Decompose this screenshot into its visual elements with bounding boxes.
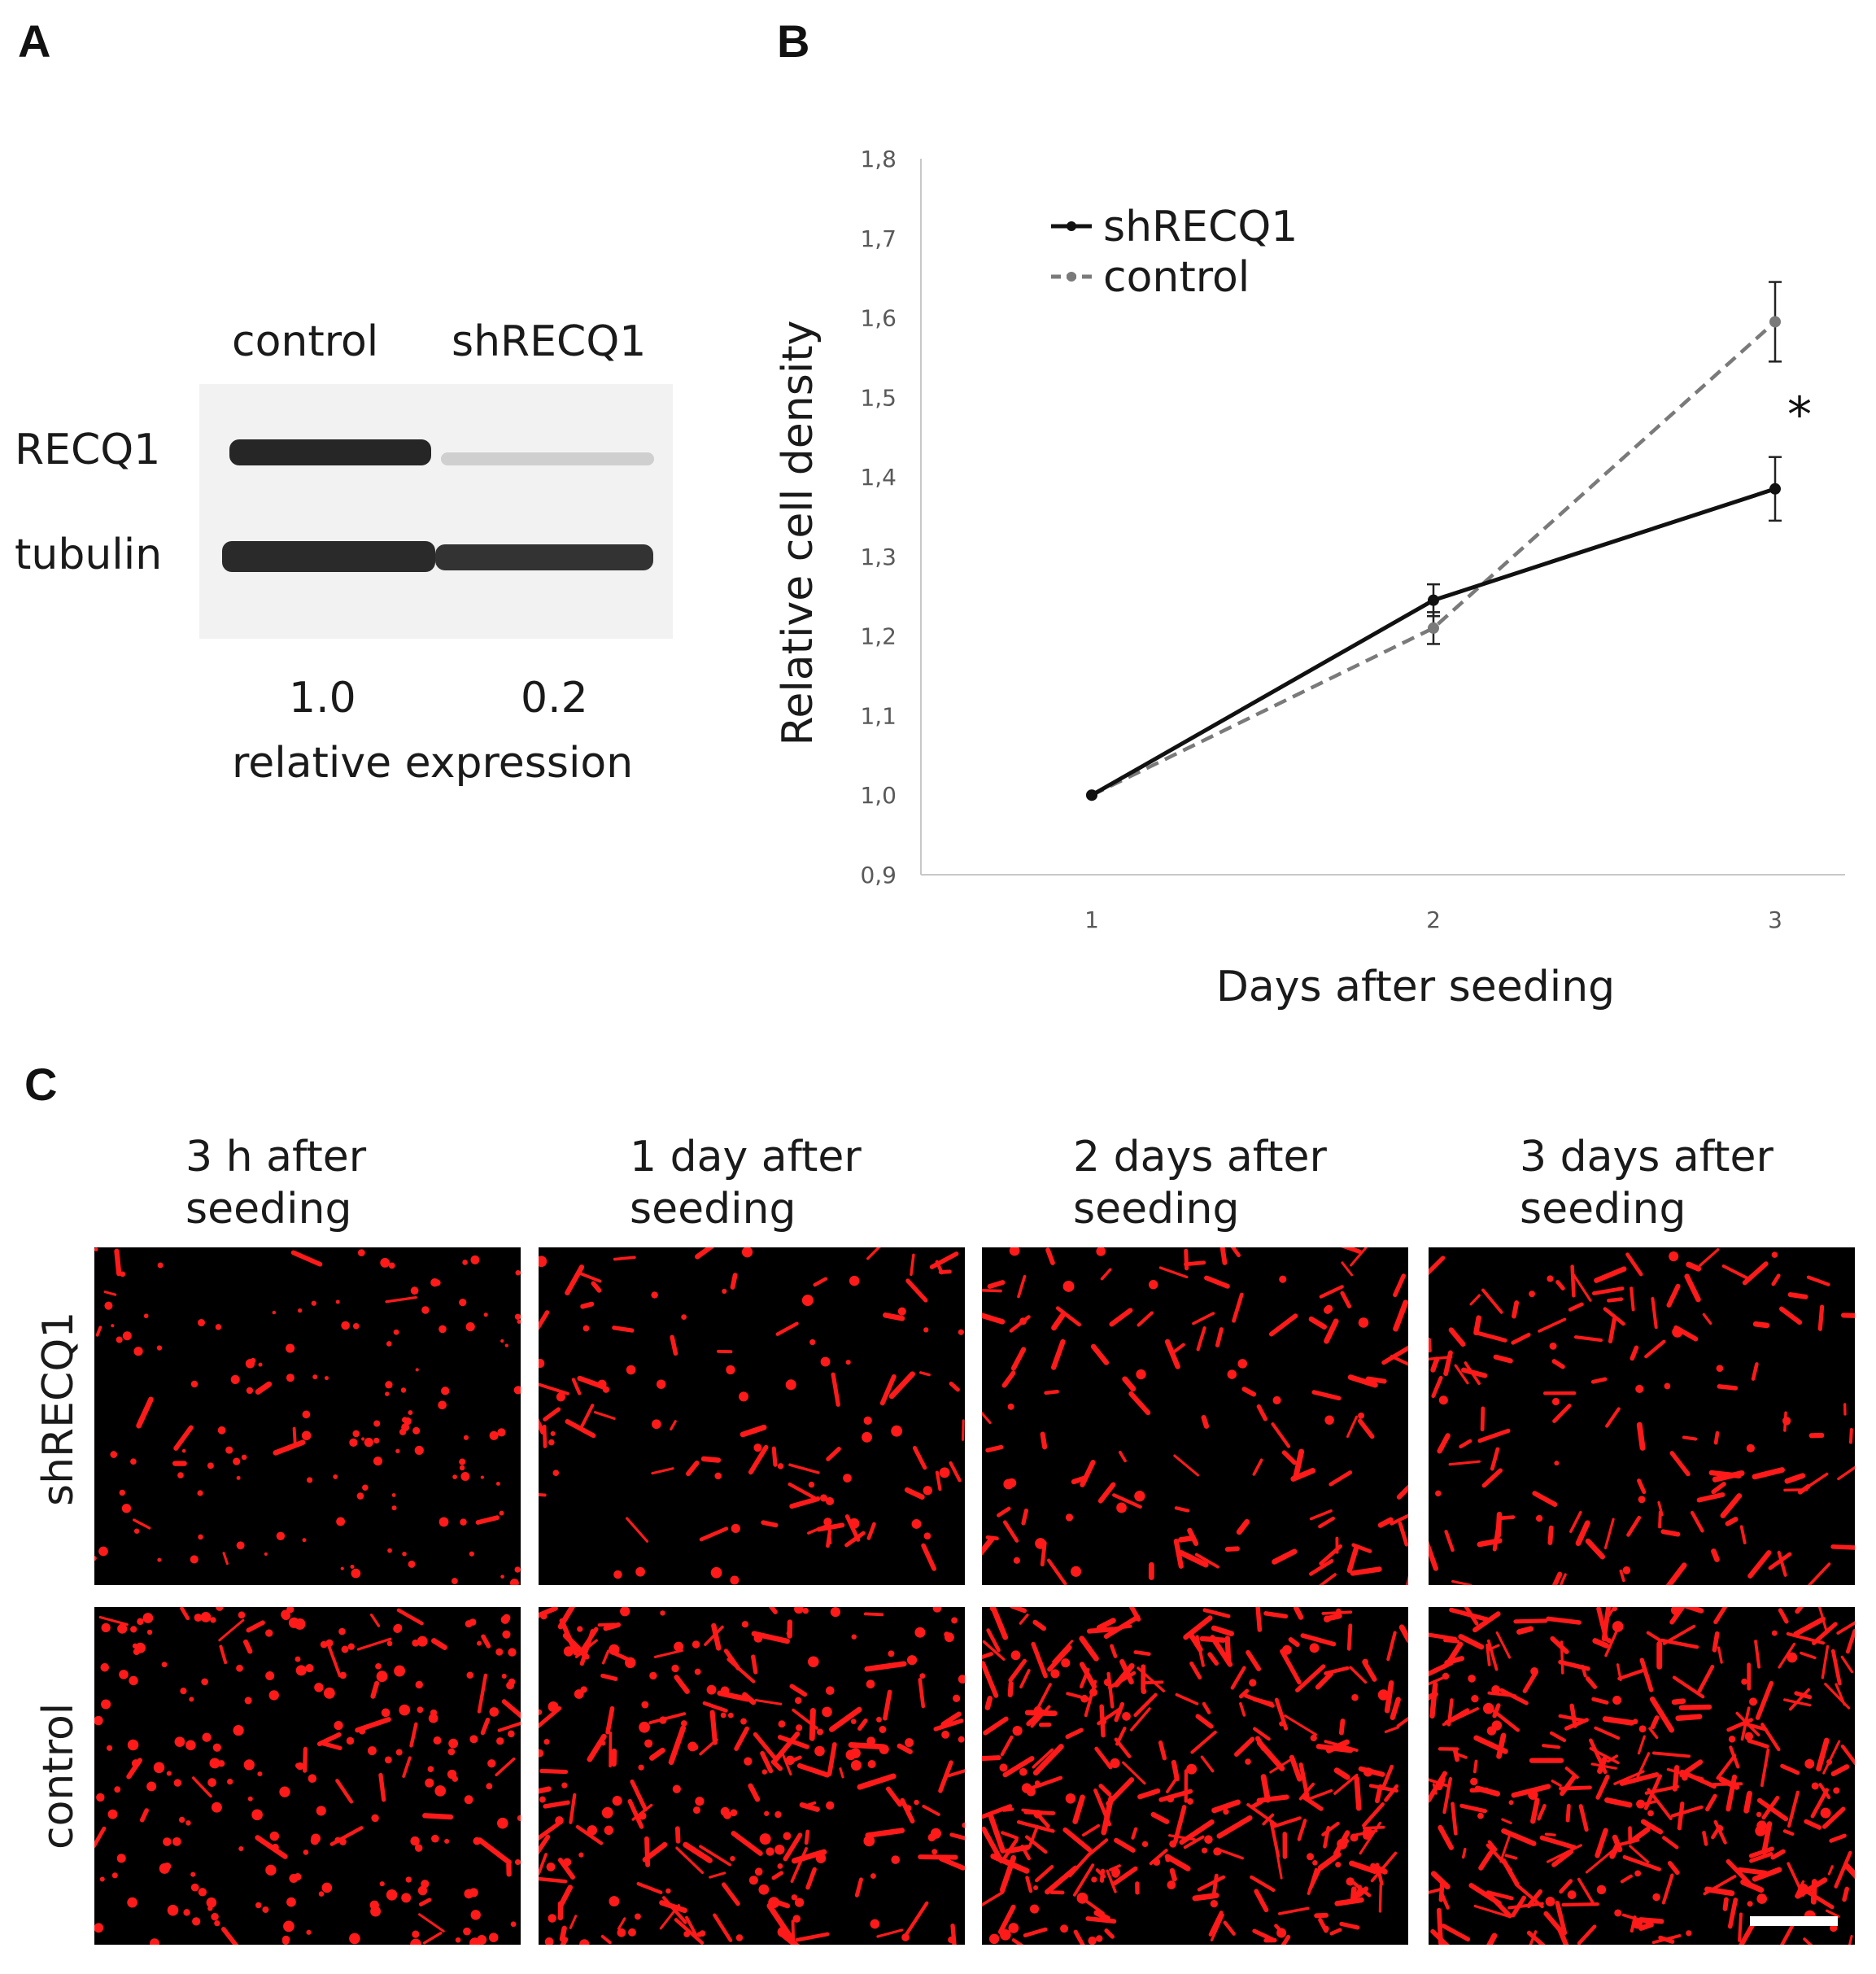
column-title: 3 days after seeding	[1520, 1133, 1773, 1234]
panel-letter-b: B	[777, 15, 810, 67]
legend-marker-control	[1067, 272, 1076, 282]
data-point-shRECQ1	[1428, 594, 1439, 606]
y-axis-title: Relative cell density	[774, 321, 822, 746]
data-point-shRECQ1	[1769, 483, 1781, 495]
y-tick-label: 0,9	[860, 862, 897, 889]
x-axis-title: Days after seeding	[1216, 963, 1615, 1011]
y-tick-label: 1,8	[860, 146, 897, 173]
lane-label-shrecq1: shRECQ1	[452, 317, 647, 366]
x-tick-label: 1	[1084, 906, 1099, 933]
y-tick-label: 1,0	[860, 782, 897, 809]
micrograph-image	[94, 1247, 521, 1585]
panel-letter-c: C	[24, 1059, 58, 1110]
tubulin-band-control	[222, 541, 435, 572]
row-label: control	[34, 1702, 83, 1850]
panel-letter-a: A	[18, 15, 51, 67]
scale-bar	[1750, 1916, 1838, 1926]
micrograph-image	[539, 1607, 965, 1945]
column-title: 3 h after seeding	[185, 1133, 367, 1234]
significance-asterisk: *	[1787, 387, 1812, 443]
recq1-band-control	[229, 439, 431, 465]
row-label: shRECQ1	[34, 1311, 83, 1506]
y-tick-label: 1,5	[860, 384, 897, 411]
micrograph-image	[982, 1247, 1408, 1585]
column-title: 1 day after seeding	[630, 1133, 862, 1234]
column-title: 2 days after seeding	[1073, 1133, 1327, 1234]
blot-image	[199, 384, 673, 639]
legend-label-control: control	[1103, 253, 1250, 302]
y-tick-label: 1,2	[860, 623, 897, 650]
data-point-control	[1428, 622, 1439, 634]
micrograph-image	[94, 1607, 521, 1945]
expression-caption: relative expression	[232, 739, 634, 788]
cell-density-chart: 0,9 1,0 1,1 1,2 1,3 1,4 1,5 1,6 1,7 1,8 1 2 3 Relativ…	[774, 146, 1845, 1011]
data-point-control	[1769, 316, 1781, 328]
y-tick-label: 1,4	[860, 464, 897, 491]
expression-value-control: 1.0	[289, 674, 356, 723]
y-tick-label: 1,1	[860, 702, 897, 729]
recq1-band-shrecq1	[441, 452, 654, 465]
expression-value-shrecq1: 0.2	[521, 674, 588, 723]
micrograph-image	[982, 1607, 1408, 1945]
western-blot-panel: control shRECQ1 RECQ1 tubulin 1.0 0.2 re…	[0, 0, 732, 814]
x-tick-label: 2	[1426, 906, 1441, 933]
micrograph-image	[539, 1247, 965, 1585]
y-tick-label: 1,3	[860, 544, 897, 570]
y-tick-label: 1,6	[860, 305, 897, 332]
y-tick-label: 1,7	[860, 225, 897, 252]
band-label-tubulin: tubulin	[15, 531, 163, 579]
lane-label-control: control	[232, 317, 379, 366]
legend-marker-shRECQ1	[1067, 221, 1076, 231]
x-tick-label: 3	[1768, 906, 1782, 933]
micrograph-image	[1429, 1607, 1855, 1945]
band-label-recq1: RECQ1	[15, 426, 161, 474]
legend-label-shRECQ1: shRECQ1	[1103, 203, 1298, 251]
tubulin-band-shrecq1	[435, 544, 653, 570]
micrograph-image	[1429, 1247, 1855, 1585]
data-point-shRECQ1	[1086, 789, 1097, 801]
series-line-control	[1091, 320, 1777, 797]
